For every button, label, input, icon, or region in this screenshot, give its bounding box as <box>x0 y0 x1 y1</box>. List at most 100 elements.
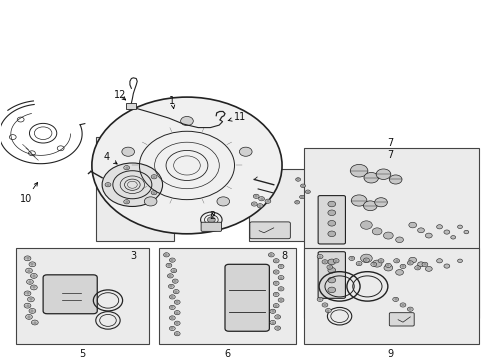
Circle shape <box>251 202 257 206</box>
Circle shape <box>408 222 416 228</box>
Circle shape <box>463 230 468 234</box>
Circle shape <box>417 228 424 233</box>
Text: 1: 1 <box>169 96 175 109</box>
Text: 5: 5 <box>80 349 85 359</box>
Circle shape <box>253 194 259 198</box>
Circle shape <box>30 285 37 290</box>
Circle shape <box>217 197 229 206</box>
Circle shape <box>258 197 264 201</box>
Circle shape <box>360 254 371 262</box>
Circle shape <box>363 172 378 183</box>
Circle shape <box>174 300 180 304</box>
Text: 8: 8 <box>281 251 287 261</box>
Circle shape <box>122 147 134 156</box>
Circle shape <box>299 195 304 199</box>
Circle shape <box>273 292 279 297</box>
Circle shape <box>31 320 38 325</box>
Circle shape <box>25 268 32 273</box>
Circle shape <box>273 259 279 263</box>
FancyBboxPatch shape <box>201 222 221 231</box>
Circle shape <box>327 259 335 265</box>
Text: 9: 9 <box>387 349 393 359</box>
FancyBboxPatch shape <box>249 222 290 239</box>
Circle shape <box>327 277 335 283</box>
Text: 3: 3 <box>130 251 136 261</box>
Bar <box>126 103 136 109</box>
Circle shape <box>327 287 335 293</box>
Circle shape <box>388 175 401 184</box>
Text: 6: 6 <box>224 349 230 359</box>
Circle shape <box>317 297 323 301</box>
Circle shape <box>385 263 390 267</box>
Text: 4: 4 <box>104 152 117 164</box>
Circle shape <box>29 262 36 267</box>
Circle shape <box>169 327 175 330</box>
Circle shape <box>278 287 284 291</box>
Circle shape <box>278 275 284 280</box>
Circle shape <box>322 260 327 264</box>
Circle shape <box>174 311 180 315</box>
Circle shape <box>417 262 424 267</box>
Circle shape <box>123 200 129 204</box>
Circle shape <box>327 201 335 207</box>
Circle shape <box>173 289 179 294</box>
Circle shape <box>278 298 284 302</box>
Text: 2: 2 <box>209 211 216 221</box>
Circle shape <box>123 166 129 170</box>
Bar <box>304 248 478 344</box>
Circle shape <box>268 253 274 257</box>
Circle shape <box>24 303 31 308</box>
Circle shape <box>377 259 383 263</box>
Circle shape <box>174 321 180 325</box>
Circle shape <box>168 284 174 288</box>
Circle shape <box>30 274 37 278</box>
Bar <box>249 169 320 241</box>
Circle shape <box>371 228 381 235</box>
Circle shape <box>348 256 354 260</box>
Circle shape <box>457 259 462 262</box>
Circle shape <box>399 264 405 269</box>
Bar <box>304 148 478 318</box>
Circle shape <box>151 190 157 195</box>
Circle shape <box>102 163 162 207</box>
Circle shape <box>399 303 405 307</box>
Circle shape <box>169 305 175 310</box>
Bar <box>159 248 295 344</box>
Circle shape <box>450 235 455 239</box>
Circle shape <box>383 265 392 271</box>
Circle shape <box>174 332 180 336</box>
Circle shape <box>172 279 178 283</box>
Circle shape <box>407 261 412 265</box>
Circle shape <box>151 175 157 179</box>
Circle shape <box>26 279 33 284</box>
Circle shape <box>392 297 398 301</box>
FancyBboxPatch shape <box>388 313 413 326</box>
Circle shape <box>325 309 330 313</box>
Circle shape <box>363 201 376 211</box>
Circle shape <box>317 255 323 259</box>
Circle shape <box>393 259 399 263</box>
Circle shape <box>408 257 416 263</box>
Circle shape <box>273 281 279 285</box>
Circle shape <box>269 309 275 314</box>
Circle shape <box>425 266 431 271</box>
Text: 10: 10 <box>20 183 38 204</box>
Circle shape <box>436 225 442 229</box>
Circle shape <box>163 253 169 257</box>
Circle shape <box>274 326 280 330</box>
FancyBboxPatch shape <box>318 252 345 298</box>
Circle shape <box>332 259 338 263</box>
Circle shape <box>180 117 193 126</box>
Circle shape <box>257 204 263 208</box>
FancyBboxPatch shape <box>318 195 345 244</box>
Circle shape <box>25 314 32 319</box>
Circle shape <box>273 270 279 274</box>
Circle shape <box>169 258 175 262</box>
Circle shape <box>421 262 427 266</box>
Circle shape <box>278 264 284 269</box>
Circle shape <box>327 231 335 237</box>
Circle shape <box>269 320 275 325</box>
Circle shape <box>105 183 111 187</box>
Text: 12: 12 <box>114 90 126 100</box>
Circle shape <box>360 221 371 229</box>
